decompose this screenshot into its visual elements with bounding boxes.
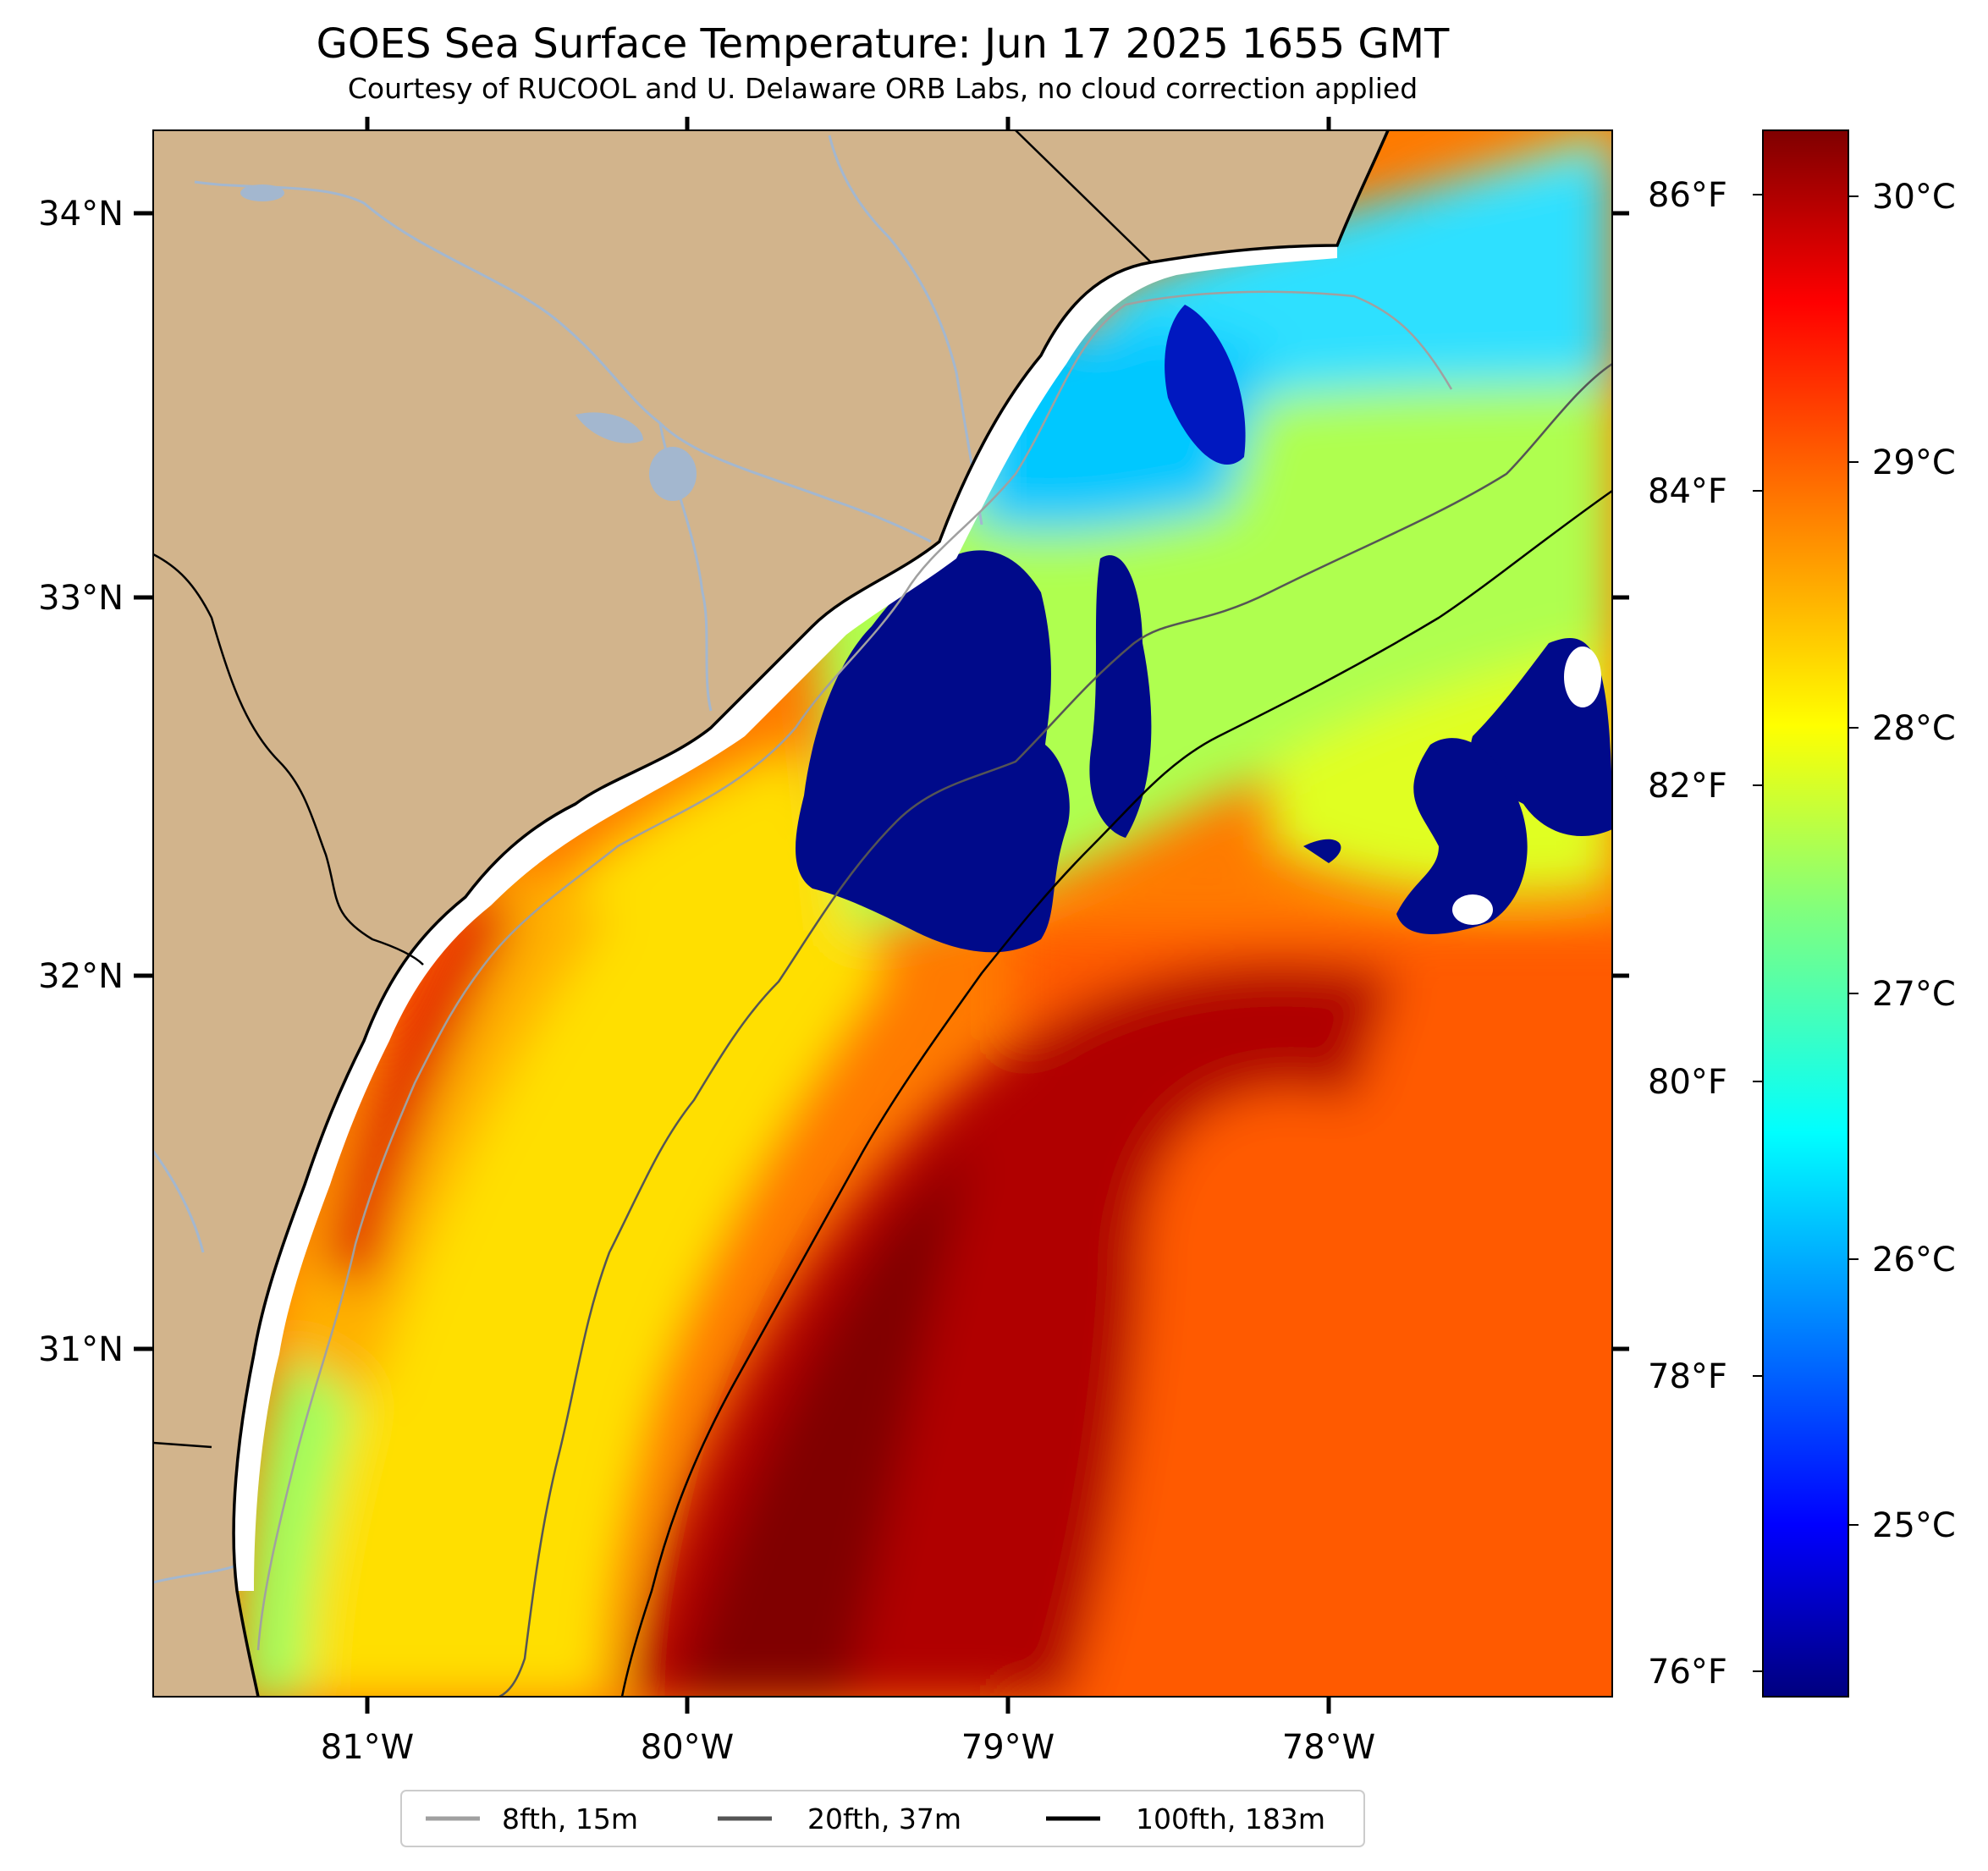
f-label-78: 78°F — [1648, 1357, 1727, 1396]
lat-label-31: 31°N — [38, 1330, 124, 1369]
c-label-26: 26°C — [1872, 1241, 1956, 1279]
coastline — [232, 130, 1390, 1697]
map-area[interactable] — [153, 127, 1693, 1777]
map-frame — [152, 129, 1613, 1698]
isobaths — [256, 290, 1612, 1697]
isobath-20fth — [498, 362, 1612, 1697]
c-label-25: 25°C — [1872, 1506, 1956, 1545]
c-label-30: 30°C — [1872, 178, 1956, 217]
lon-axis: 81°W 80°W 79°W 78°W — [321, 117, 1375, 1767]
c-label-29: 29°C — [1872, 443, 1956, 482]
f-label-76: 76°F — [1648, 1653, 1727, 1692]
state-borders — [153, 130, 1152, 1449]
lat-label-34: 34°N — [38, 195, 124, 234]
isobath-100fth — [620, 489, 1612, 1697]
legend: 8fth, 15m 20fth, 37m 100fth, 183m — [400, 1790, 1365, 1847]
f-label-86: 86°F — [1648, 176, 1727, 215]
land — [153, 130, 1388, 1697]
legend-label-8fth: 8fth, 15m — [502, 1802, 638, 1835]
lat-label-32: 32°N — [38, 957, 124, 996]
map-subtitle: Courtesy of RUCOOL and U. Delaware ORB L… — [348, 72, 1418, 105]
lon-label-81: 81°W — [321, 1728, 414, 1767]
map-title: GOES Sea Surface Temperature: Jun 17 202… — [317, 20, 1450, 68]
legend-box — [400, 1790, 1365, 1847]
f-label-84: 84°F — [1648, 472, 1727, 511]
lon-label-79: 79°W — [961, 1728, 1055, 1767]
lake-marion — [649, 447, 697, 501]
lat-label-33: 33°N — [38, 579, 124, 618]
legend-label-100fth: 100fth, 183m — [1136, 1802, 1325, 1835]
cold-cloud-patches — [796, 305, 1612, 953]
colorbar: 86°F 84°F 82°F 80°F 78°F 76°F 30°C 29°C … — [1648, 129, 1956, 1698]
legend-label-20fth: 20fth, 37m — [807, 1802, 961, 1835]
f-label-82: 82°F — [1648, 767, 1727, 806]
isobath-8fth — [256, 290, 1453, 1651]
lon-label-78: 78°W — [1282, 1728, 1375, 1767]
lon-label-80: 80°W — [641, 1728, 734, 1767]
nearshore-gap — [234, 245, 1338, 1591]
lake-moultrie — [575, 412, 643, 443]
c-label-27: 27°C — [1872, 975, 1956, 1014]
lake-wateree — [240, 184, 284, 201]
colorbar-gradient — [1762, 129, 1849, 1698]
c-label-28: 28°C — [1872, 709, 1956, 748]
f-label-80: 80°F — [1648, 1063, 1727, 1102]
lat-axis: 34°N 33°N 32°N 31°N — [38, 195, 1629, 1369]
